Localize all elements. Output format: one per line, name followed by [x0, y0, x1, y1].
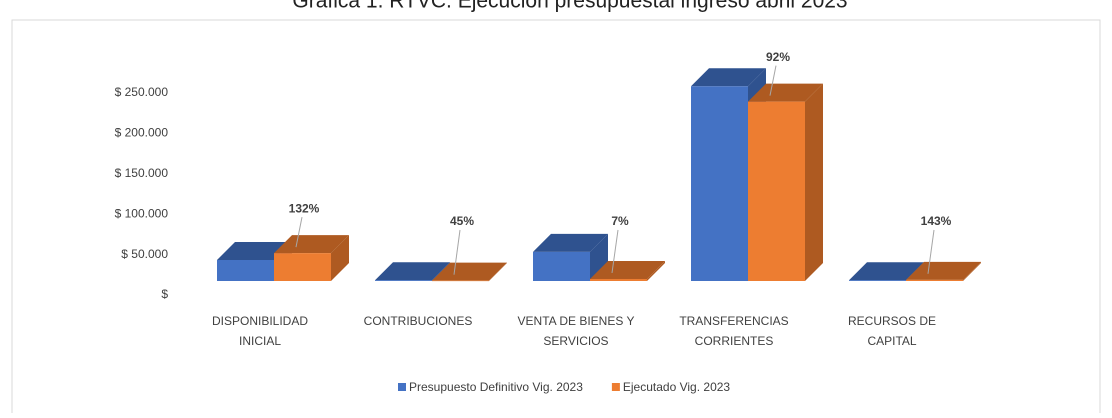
bar-top	[849, 262, 924, 281]
legend-label: Ejecutado Vig. 2023	[623, 380, 731, 394]
y-tick-label: $ 100.000	[115, 206, 169, 220]
legend-swatch	[611, 383, 620, 391]
bar-side	[647, 260, 665, 281]
leader-line	[769, 65, 777, 96]
bar	[590, 278, 647, 281]
bar-top	[274, 235, 349, 254]
bar	[691, 86, 748, 281]
leader-line	[453, 229, 461, 275]
y-tick-label: $ 150.000	[115, 166, 169, 180]
bar-top	[590, 260, 665, 279]
bar-top	[533, 233, 608, 252]
x-tick-label: CONTRIBUCIONES	[364, 314, 473, 328]
x-tick-label: TRANSFERENCIAS CORRIENTES	[679, 314, 788, 348]
chart-title: Gráfica 1. RTVC. Ejecución presupuestal …	[292, 0, 847, 13]
x-tick-label: VENTA DE BIENES Y SERVICIOS	[518, 314, 635, 348]
bar-side	[489, 262, 507, 281]
bar	[217, 259, 274, 281]
bar	[274, 253, 331, 281]
legend-label: Presupuesto Definitivo Vig. 2023	[409, 380, 583, 394]
leader-line	[927, 229, 935, 274]
bar-top	[748, 83, 823, 102]
execution-label: 45%	[450, 214, 474, 228]
bar-side	[963, 261, 981, 281]
bar-top	[691, 68, 766, 87]
bar-top	[375, 262, 450, 281]
bar	[748, 101, 805, 282]
bar	[533, 251, 590, 281]
y-tick-label: $ 200.000	[115, 126, 169, 140]
execution-label: 132%	[289, 201, 320, 215]
legend-swatch	[398, 383, 406, 391]
execution-label: 7%	[611, 214, 629, 228]
x-tick-label: DISPONIBILIDAD INICIAL	[212, 314, 308, 348]
chart-border	[11, 19, 1101, 418]
bar	[432, 280, 489, 282]
bar-side	[805, 83, 823, 282]
leader-line	[295, 217, 303, 248]
execution-label: 92%	[766, 50, 790, 64]
bar	[906, 279, 963, 281]
x-tick-label: RECURSOS DE CAPITAL	[848, 314, 936, 348]
bar-top	[217, 241, 292, 260]
y-tick-label: $ 250.000	[115, 85, 169, 99]
y-tick-label: $ 50.000	[121, 247, 168, 261]
y-tick-label: $	[161, 287, 168, 301]
execution-label: 143%	[921, 214, 952, 228]
bar-side	[331, 235, 349, 281]
bar	[375, 280, 432, 281]
bar-top	[432, 262, 507, 281]
bar	[849, 280, 906, 281]
leader-line	[611, 229, 619, 274]
bar-top	[906, 261, 981, 280]
bar-side	[590, 233, 608, 281]
